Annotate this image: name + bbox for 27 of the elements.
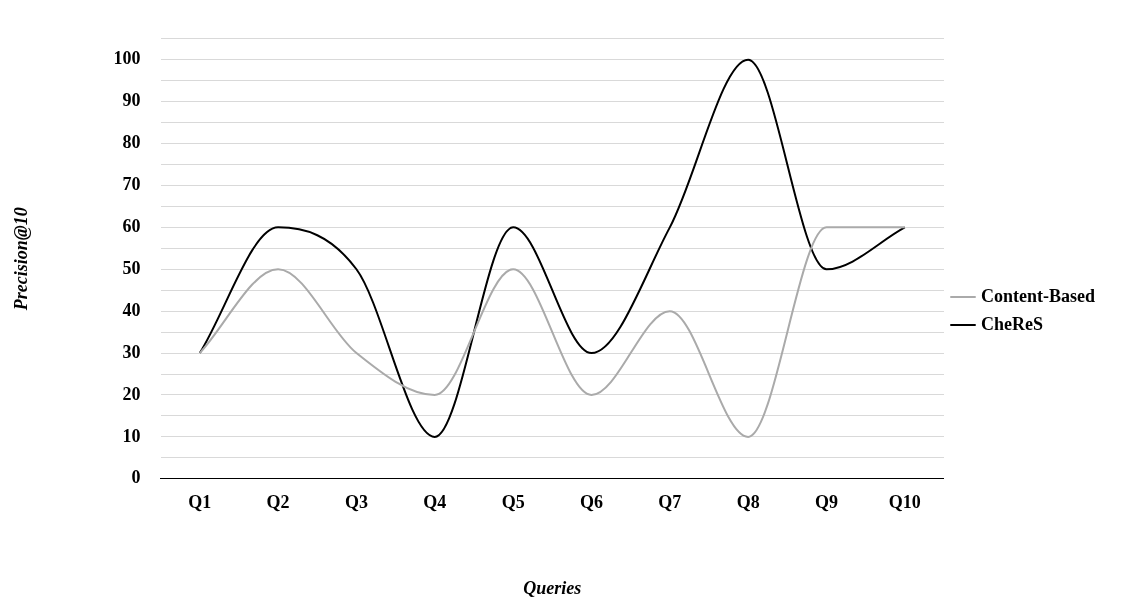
x-tick-label: Q8 <box>736 492 760 513</box>
y-axis-title: Precision@10 <box>11 207 32 312</box>
y-tick-label: 100 <box>113 48 141 69</box>
y-tick-label: 60 <box>122 216 141 237</box>
x-tick-label: Q3 <box>344 492 368 513</box>
legend-label: Content-Based <box>981 285 1096 306</box>
y-tick-label: 70 <box>122 174 141 195</box>
y-tick-label: 30 <box>122 341 141 362</box>
y-tick-label: 40 <box>122 299 141 320</box>
y-tick-label: 20 <box>122 383 141 404</box>
x-tick-label: Q2 <box>266 492 290 513</box>
x-tick-label: Q6 <box>579 492 603 513</box>
x-tick-label: Q9 <box>814 492 838 513</box>
line-series <box>198 226 906 438</box>
x-tick-label: Q4 <box>423 492 447 513</box>
y-tick-label: 80 <box>122 132 141 153</box>
legend-label: CheReS <box>981 313 1043 334</box>
y-tick-label: 10 <box>122 425 141 446</box>
y-tick-label: 50 <box>122 257 141 278</box>
x-tick-label: Q5 <box>501 492 525 513</box>
y-tick-label: 0 <box>131 467 141 488</box>
y-tick-label: 90 <box>122 90 141 111</box>
x-tick-label: Q10 <box>888 492 921 513</box>
x-tick-label: Q7 <box>658 492 682 513</box>
x-tick-label: Q1 <box>188 492 212 513</box>
line-series <box>198 58 906 438</box>
x-axis-title: Queries <box>523 577 582 598</box>
